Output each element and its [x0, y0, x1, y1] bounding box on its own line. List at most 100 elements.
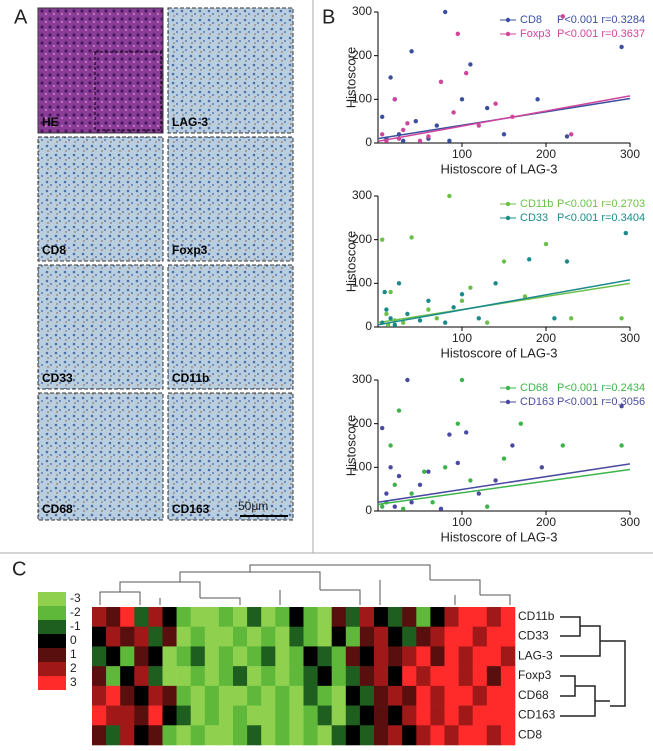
- point: [468, 478, 473, 483]
- heatmap-cell: [148, 725, 163, 746]
- heatmap-cell: [317, 725, 332, 746]
- y-tick-label: 100: [352, 276, 372, 290]
- heatmap-cell: [218, 646, 234, 667]
- heatmap-cell: [134, 666, 149, 687]
- micrograph: [37, 7, 164, 134]
- heatmap-cell: [472, 685, 488, 706]
- heatmap-cell: [416, 646, 431, 667]
- point: [564, 259, 570, 264]
- heatmap-cell: [430, 666, 445, 687]
- heatmap-cell: [190, 666, 206, 687]
- heatmap-cell: [402, 685, 417, 706]
- point: [459, 377, 465, 383]
- point: [459, 97, 465, 102]
- point: [392, 482, 397, 487]
- row-label: CD68: [518, 688, 549, 702]
- point: [417, 318, 423, 323]
- micrograph: [37, 264, 164, 390]
- heatmap-cell: [303, 685, 318, 706]
- heatmap-cell: [275, 685, 290, 706]
- point: [426, 134, 431, 139]
- heatmap-cell: [92, 626, 107, 647]
- heatmap-cell: [247, 705, 262, 726]
- heatmap-cell: [120, 705, 135, 726]
- x-tick-label: 300: [620, 331, 640, 345]
- heatmap-cell: [134, 725, 149, 746]
- point: [447, 432, 452, 437]
- heatmap-cell: [444, 626, 459, 647]
- point: [388, 465, 393, 470]
- point: [388, 289, 393, 295]
- heatmap-cell: [402, 666, 417, 687]
- point: [388, 316, 393, 321]
- y-tick-label: 300: [352, 188, 372, 202]
- heatmap-cell: [374, 646, 389, 667]
- heatmap-cell: [233, 725, 248, 746]
- column-dendrogram: [99, 564, 511, 605]
- heatmap-cell: [233, 646, 248, 667]
- heatmap-cell: [416, 666, 431, 687]
- heatmap-cell: [430, 607, 445, 628]
- heatmap-cell: [106, 705, 121, 726]
- heatmap-cell: [458, 685, 473, 706]
- heatmap-cell: [190, 626, 206, 647]
- point: [392, 322, 397, 328]
- heatmap-cell: [345, 607, 361, 628]
- point: [443, 9, 448, 15]
- y-tick-label: 100: [352, 460, 372, 474]
- heatmap-cell: [176, 705, 191, 726]
- heatmap-cell: [331, 666, 347, 687]
- point: [384, 307, 389, 312]
- heatmap-cell: [402, 626, 417, 647]
- x-tick-label: 200: [536, 147, 556, 161]
- heatmap-cell: [317, 626, 332, 647]
- point: [396, 408, 402, 413]
- y-tick-label: 200: [352, 232, 372, 246]
- heatmap-cell: [345, 685, 361, 706]
- point: [485, 105, 490, 111]
- heatmap-cell: [500, 705, 516, 726]
- heatmap-cell: [416, 626, 431, 647]
- heatmap-cell: [233, 685, 248, 706]
- heatmap-cell: [458, 646, 473, 667]
- heatmap-cell: [444, 666, 459, 687]
- point: [560, 14, 565, 19]
- heatmap-cell: [148, 685, 163, 706]
- point: [539, 465, 544, 470]
- point: [384, 491, 389, 496]
- point: [380, 237, 385, 242]
- point: [417, 138, 423, 144]
- point: [447, 193, 452, 199]
- heatmap-cell: [388, 666, 403, 687]
- legend-marker: [505, 201, 511, 207]
- heatmap-cell: [92, 685, 107, 706]
- heatmap-cell: [500, 666, 516, 687]
- heatmap-cell: [486, 705, 502, 726]
- point: [388, 75, 393, 80]
- point: [543, 241, 549, 247]
- point: [619, 44, 624, 50]
- point: [384, 311, 389, 317]
- heatmap-cell: [247, 725, 262, 746]
- point: [522, 294, 528, 299]
- heatmap-cell: [289, 607, 304, 628]
- point: [485, 504, 490, 509]
- heatmap-cell: [458, 725, 473, 746]
- heatmap-cell: [388, 705, 403, 726]
- heatmap-cell: [303, 666, 318, 687]
- legend-name: Foxp3: [520, 28, 551, 40]
- heatmap-cell: [430, 646, 445, 667]
- legend-marker: [505, 215, 511, 221]
- heatmap-cell: [134, 646, 149, 667]
- heatmap-cell: [261, 626, 276, 647]
- point: [392, 97, 397, 102]
- point: [401, 138, 406, 144]
- y-tick-label: 300: [352, 4, 372, 18]
- heatmap-cell: [472, 666, 488, 687]
- heatmap-cell: [374, 626, 389, 647]
- legend-name: CD8: [520, 14, 542, 26]
- heatmap-cell: [134, 705, 149, 726]
- heatmap-cell: [331, 725, 347, 746]
- fit-line: [377, 463, 631, 504]
- y-tick-label: 300: [352, 372, 372, 386]
